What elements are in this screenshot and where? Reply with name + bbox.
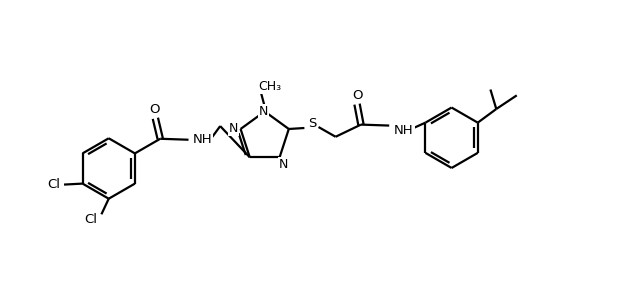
- Text: Cl: Cl: [47, 178, 60, 191]
- Text: O: O: [149, 103, 160, 116]
- Text: N: N: [229, 122, 238, 134]
- Text: NH: NH: [192, 133, 212, 146]
- Text: S: S: [308, 117, 317, 130]
- Text: N: N: [259, 105, 269, 118]
- Text: N: N: [279, 158, 288, 171]
- Text: Cl: Cl: [84, 213, 97, 226]
- Text: O: O: [352, 89, 362, 102]
- Text: NH: NH: [394, 124, 414, 137]
- Text: CH₃: CH₃: [258, 80, 281, 93]
